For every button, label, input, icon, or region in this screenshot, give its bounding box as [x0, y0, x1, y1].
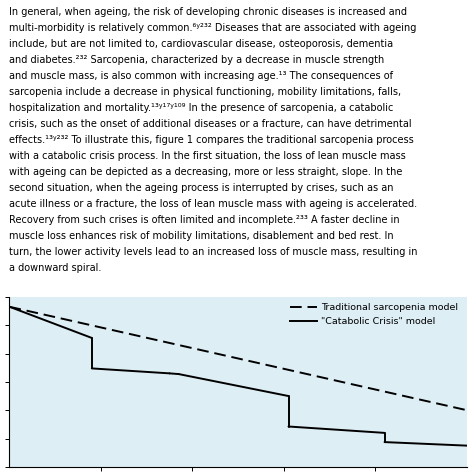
Text: effects.¹³ʸ²³² To illustrate this, figure 1 compares the traditional sarcopenia : effects.¹³ʸ²³² To illustrate this, figur…: [9, 135, 414, 145]
Text: acute illness or a fracture, the loss of lean muscle mass with ageing is acceler: acute illness or a fracture, the loss of…: [9, 199, 418, 209]
Text: with a catabolic crisis process. In the first situation, the loss of lean muscle: with a catabolic crisis process. In the …: [9, 151, 406, 161]
Text: and muscle mass, is also common with increasing age.¹³ The consequences of: and muscle mass, is also common with inc…: [9, 71, 393, 81]
Text: include, but are not limited to, cardiovascular disease, osteoporosis, dementia: include, but are not limited to, cardiov…: [9, 39, 393, 49]
Text: hospitalization and mortality.¹³ʸ¹⁷ʸ¹⁰⁹ In the presence of sarcopenia, a catabol: hospitalization and mortality.¹³ʸ¹⁷ʸ¹⁰⁹ …: [9, 103, 394, 113]
Text: turn, the lower activity levels lead to an increased loss of muscle mass, result: turn, the lower activity levels lead to …: [9, 247, 418, 257]
Text: muscle loss enhances risk of mobility limitations, disablement and bed rest. In: muscle loss enhances risk of mobility li…: [9, 231, 394, 241]
Text: a downward spiral.: a downward spiral.: [9, 263, 102, 273]
Text: Recovery from such crises is often limited and incomplete.²³³ A faster decline i: Recovery from such crises is often limit…: [9, 215, 400, 225]
Text: sarcopenia include a decrease in physical functioning, mobility limitations, fal: sarcopenia include a decrease in physica…: [9, 87, 401, 97]
Text: with ageing can be depicted as a decreasing, more or less straight, slope. In th: with ageing can be depicted as a decreas…: [9, 167, 403, 177]
Text: crisis, such as the onset of additional diseases or a fracture, can have detrime: crisis, such as the onset of additional …: [9, 119, 412, 129]
Text: and diabetes.²³² Sarcopenia, characterized by a decrease in muscle strength: and diabetes.²³² Sarcopenia, characteriz…: [9, 55, 385, 65]
Legend: Traditional sarcopenia model, "Catabolic Crisis" model: Traditional sarcopenia model, "Catabolic…: [291, 303, 457, 327]
Text: In general, when ageing, the risk of developing chronic diseases is increased an: In general, when ageing, the risk of dev…: [9, 7, 408, 17]
Text: multi-morbidity is relatively common.⁶ʸ²³² Diseases that are associated with age: multi-morbidity is relatively common.⁶ʸ²…: [9, 23, 417, 33]
Text: second situation, when the ageing process is interrupted by crises, such as an: second situation, when the ageing proces…: [9, 183, 394, 193]
